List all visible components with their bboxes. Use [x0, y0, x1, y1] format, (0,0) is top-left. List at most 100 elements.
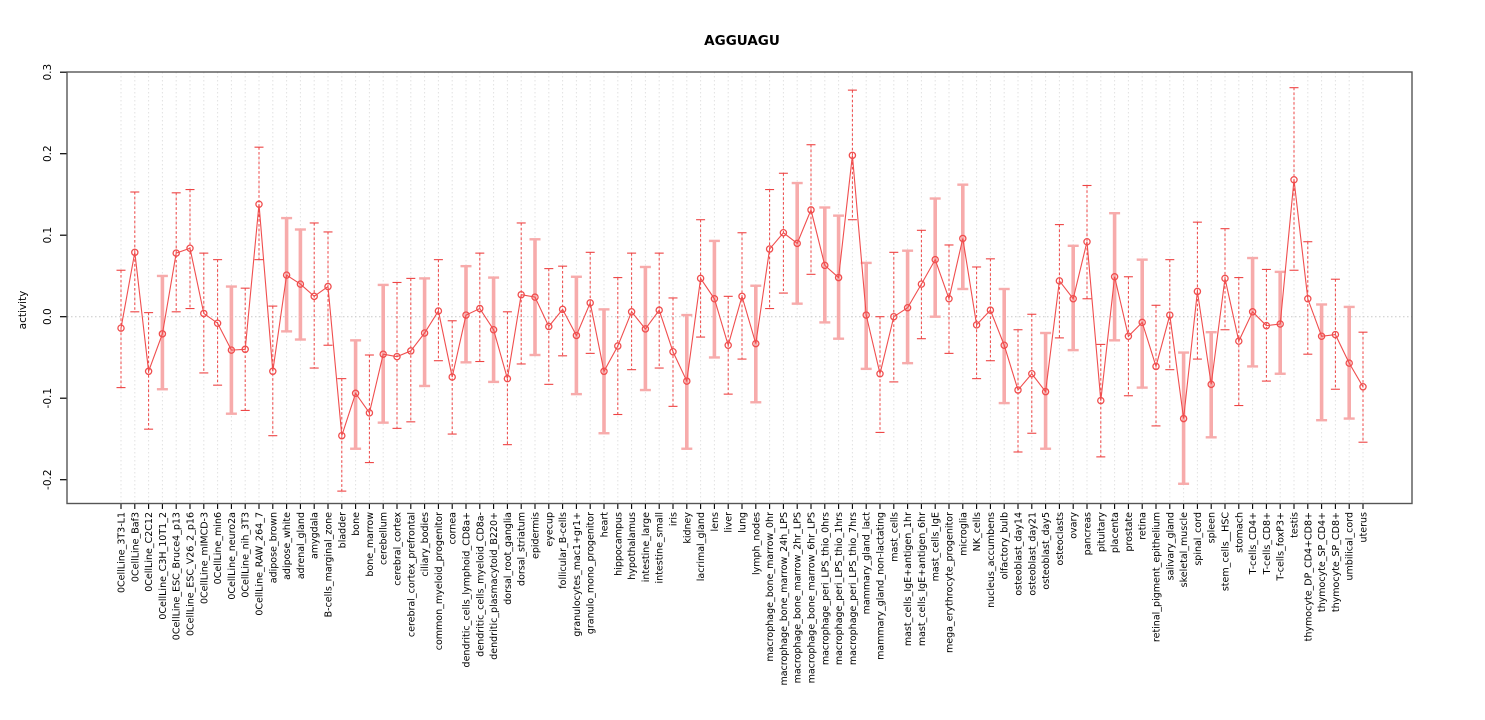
x-category-label: testis — [1290, 512, 1301, 538]
x-category-label: pancreas — [1083, 512, 1094, 555]
data-point — [476, 304, 484, 313]
x-category-label: umbilical_cord — [1345, 512, 1356, 580]
x-category-label: intestine_large — [641, 512, 652, 582]
x-category-label: bone_marrow — [365, 512, 376, 577]
data-point — [1179, 414, 1188, 423]
x-category-label: macrophage_peri_LPS_thio_1hrs — [834, 512, 845, 665]
data-point — [1331, 330, 1340, 339]
x-category-label: thymocyte_SP_CD4+ — [1317, 512, 1328, 612]
data-point — [310, 292, 318, 301]
data-point — [407, 347, 415, 355]
data-point — [1138, 318, 1146, 327]
data-point — [779, 229, 788, 237]
data-point — [586, 299, 594, 307]
x-category-label: 0CellLine_nih_3T3 — [241, 512, 252, 598]
chart-title: AGGUAGU — [704, 33, 780, 49]
x-category-label: T-cells_foxP3+ — [1276, 512, 1287, 582]
data-point — [131, 248, 139, 257]
x-category-label: granulo_mono_progenitor — [586, 512, 597, 634]
data-point — [531, 293, 539, 301]
y-tick-label: 0.0 — [42, 308, 54, 325]
x-category-label: retina — [1138, 512, 1149, 540]
data-point — [765, 245, 774, 253]
x-category-label: mammary_gland_lact — [862, 512, 873, 615]
data-point — [903, 303, 912, 312]
x-category-label: mast_cells_IgE — [931, 512, 942, 581]
x-category-label: 0CellLine_ESC_V26_2_p16 — [186, 512, 197, 636]
y-tick-label: 0.2 — [42, 145, 54, 162]
data-point — [1000, 341, 1008, 349]
data-point — [1235, 337, 1243, 345]
data-point — [1055, 277, 1064, 285]
data-point — [1290, 176, 1298, 184]
x-category-label: bladder — [337, 512, 348, 548]
data-point — [1097, 396, 1105, 405]
x-category-label: cerebellum — [379, 512, 390, 565]
x-category-label: dorsal_root_ganglia — [503, 512, 514, 605]
x-category-label: 0CellLine_C2C12 — [144, 512, 155, 592]
data-point — [972, 321, 981, 329]
y-tick-label: -0.2 — [42, 469, 54, 490]
x-category-label: osteoblast_day14 — [1014, 512, 1025, 596]
data-point — [158, 330, 167, 338]
data-point — [434, 307, 443, 315]
data-point — [848, 151, 857, 160]
data-point — [683, 377, 691, 385]
data-point — [614, 342, 622, 350]
x-category-label: thymocyte_DP_CD4+CD8+ — [1303, 512, 1314, 641]
data-point — [227, 346, 236, 354]
data-point — [186, 244, 194, 252]
x-category-label: macrophage_bone_marrow_6hr_LPS — [807, 512, 818, 683]
data-point — [338, 431, 346, 440]
data-point — [710, 295, 719, 303]
x-category-label: osteoblast_day5 — [1041, 512, 1052, 590]
x-category-label: macrophage_bone_marrow_24h_LPS — [779, 512, 790, 686]
x-category-label: mast_cells_IgE+antigen_1hr — [903, 512, 914, 646]
data-point — [351, 389, 360, 398]
data-point — [393, 352, 401, 361]
data-point — [1069, 295, 1077, 303]
x-category-label: 0CellLine_C3H_10T1_2 — [158, 512, 169, 620]
x-category-label: prostate — [1124, 512, 1135, 552]
x-category-label: dendritic_plasmacytoid_B220+ — [489, 512, 500, 660]
data-point — [641, 325, 650, 333]
data-point — [144, 367, 153, 376]
x-category-label: adrenal_gland — [296, 512, 307, 579]
y-tick-label: 0.1 — [42, 227, 54, 244]
data-point — [1193, 287, 1202, 296]
x-category-label: osteoclasts — [1055, 512, 1066, 566]
x-category-label: placenta — [1110, 512, 1121, 553]
x-category-label: T-cells_CD4+ — [1248, 512, 1259, 575]
x-category-label: cornea — [448, 512, 459, 544]
data-point — [600, 367, 608, 376]
x-category-label: 0CellLine_RAW_264_7 — [255, 512, 266, 616]
data-point — [1041, 387, 1050, 396]
x-category-label: lymph_nodes — [751, 512, 762, 575]
x-category-label: pituitary — [1096, 512, 1107, 553]
data-point — [1028, 369, 1036, 378]
x-category-label: kidney — [682, 512, 693, 544]
data-point — [420, 329, 429, 337]
data-point — [517, 290, 525, 299]
x-category-label: adipose_white — [282, 512, 293, 580]
x-category-label: mast_cells_IgE+antigen_6hr — [917, 512, 928, 646]
x-category-label: stomach — [1234, 512, 1245, 553]
x-category-label: spleen — [1207, 512, 1218, 543]
y-axis-label: activity — [17, 291, 29, 330]
y-tick-label: -0.1 — [42, 388, 54, 409]
x-category-label: common_myeloid_progenitor — [434, 512, 445, 650]
data-point — [213, 319, 222, 327]
x-category-label: retinal_pigment_epithelium — [1152, 512, 1163, 642]
data-point — [627, 308, 636, 316]
data-point — [324, 282, 332, 291]
x-category-label: bone — [351, 512, 362, 536]
x-category-label: adipose_brown — [268, 512, 279, 583]
x-category-label: macrophage_bone_marrow_0hr — [765, 512, 776, 662]
x-category-label: mega_erythrocyte_progenitor — [945, 512, 956, 653]
x-category-label: mast_cells — [889, 512, 900, 562]
x-category-label: cerebral_cortex_prefrontal — [406, 512, 417, 637]
data-point — [1304, 295, 1312, 303]
x-category-label: microglia — [958, 512, 969, 556]
data-point — [365, 409, 374, 417]
